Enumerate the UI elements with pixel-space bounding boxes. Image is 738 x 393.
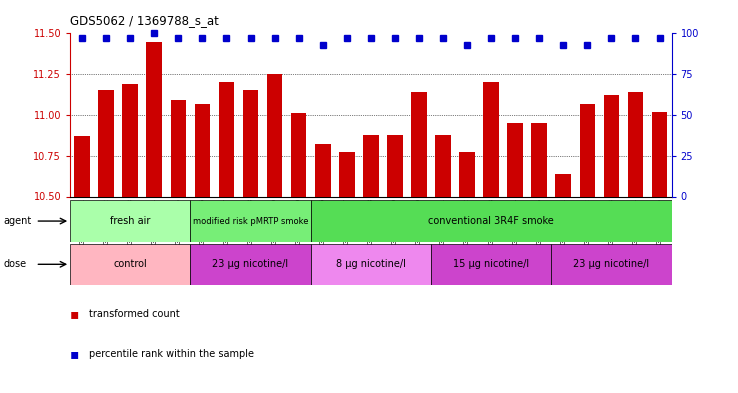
Text: ▪: ▪ (70, 307, 80, 321)
Bar (339, 152, 354, 196)
Text: transformed count: transformed count (89, 309, 179, 320)
Bar (315, 144, 331, 196)
Bar (387, 134, 403, 196)
Bar (363, 134, 379, 196)
Text: 23 μg nicotine/l: 23 μg nicotine/l (573, 259, 649, 269)
Bar (190, 200, 311, 242)
Bar (98, 90, 114, 196)
Text: 23 μg nicotine/l: 23 μg nicotine/l (213, 259, 289, 269)
Bar (628, 92, 644, 196)
Bar (147, 42, 162, 196)
Bar (170, 100, 186, 196)
Text: control: control (114, 259, 147, 269)
Bar (551, 244, 672, 285)
Bar (579, 103, 595, 196)
Bar (556, 174, 571, 196)
Text: conventional 3R4F smoke: conventional 3R4F smoke (428, 216, 554, 226)
Bar (459, 152, 475, 196)
Bar (70, 244, 190, 285)
Bar (411, 92, 427, 196)
Bar (70, 200, 190, 242)
Bar (531, 123, 547, 196)
Bar (291, 113, 306, 196)
Bar (431, 244, 551, 285)
Bar (218, 83, 234, 196)
Bar (190, 244, 311, 285)
Text: percentile rank within the sample: percentile rank within the sample (89, 349, 254, 359)
Bar (508, 123, 523, 196)
Text: dose: dose (4, 259, 27, 269)
Bar (243, 90, 258, 196)
Bar (311, 200, 672, 242)
Bar (652, 112, 667, 196)
Text: 8 μg nicotine/l: 8 μg nicotine/l (336, 259, 406, 269)
Bar (123, 84, 138, 196)
Bar (311, 244, 431, 285)
Text: 15 μg nicotine/l: 15 μg nicotine/l (453, 259, 529, 269)
Bar (195, 103, 210, 196)
Bar (75, 136, 90, 196)
Text: GDS5062 / 1369788_s_at: GDS5062 / 1369788_s_at (70, 15, 219, 28)
Text: agent: agent (4, 216, 32, 226)
Bar (604, 95, 619, 196)
Text: modified risk pMRTP smoke: modified risk pMRTP smoke (193, 217, 308, 226)
Text: ▪: ▪ (70, 347, 80, 361)
Bar (483, 83, 499, 196)
Bar (267, 74, 283, 196)
Bar (435, 134, 451, 196)
Text: fresh air: fresh air (110, 216, 151, 226)
